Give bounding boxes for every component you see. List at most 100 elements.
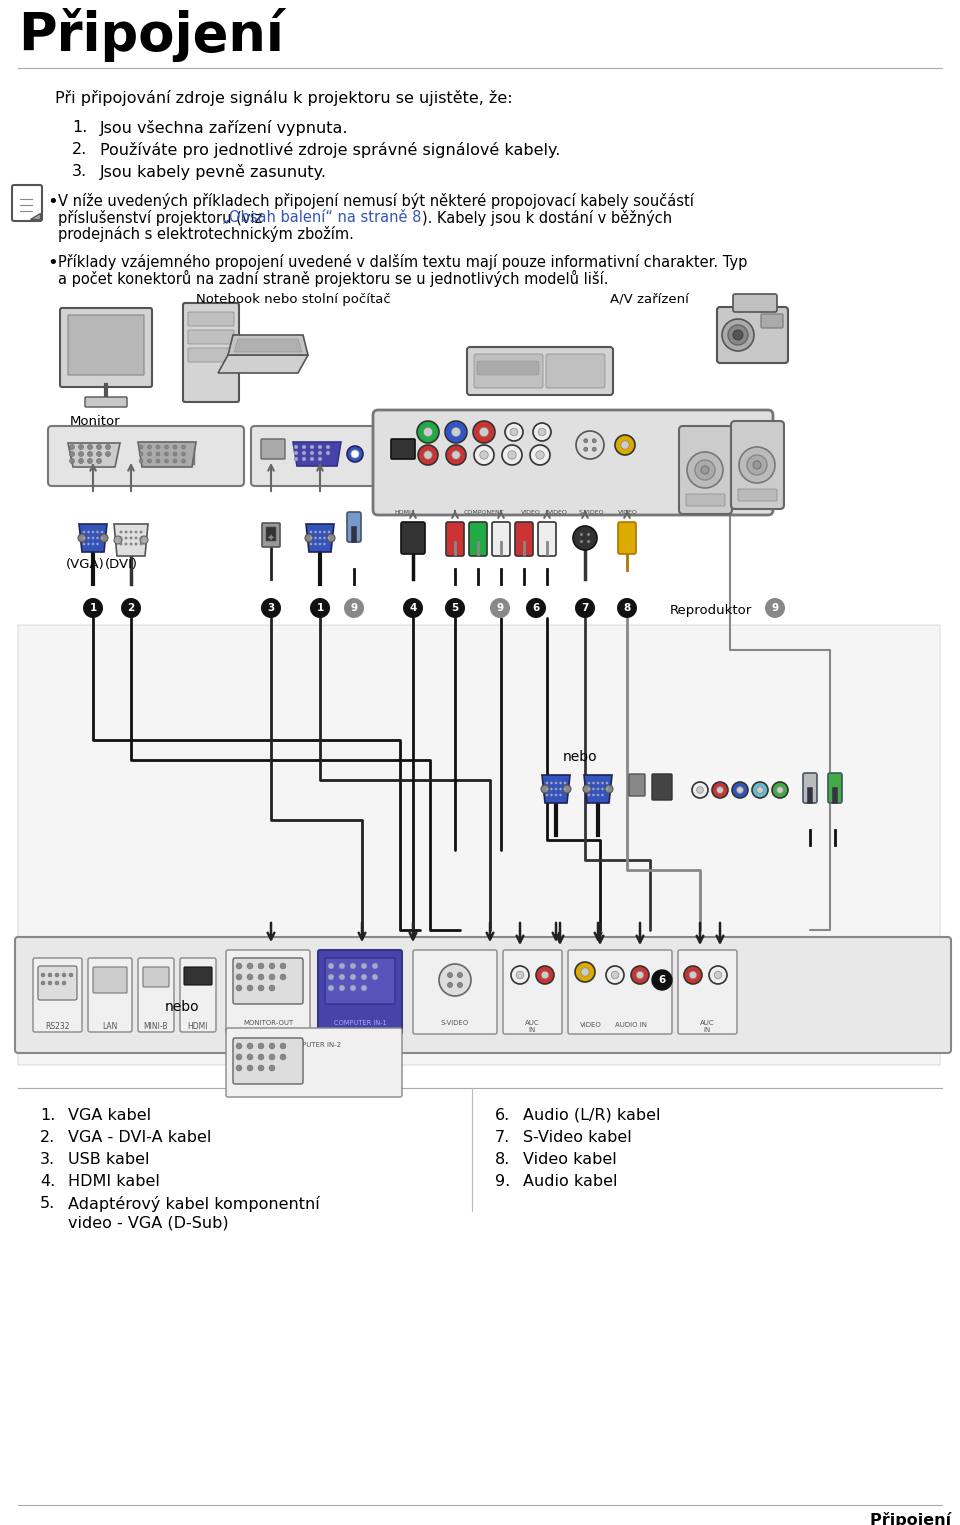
- Text: MINI-B: MINI-B: [144, 1022, 168, 1031]
- Circle shape: [294, 445, 298, 448]
- Circle shape: [280, 1043, 286, 1049]
- Circle shape: [451, 427, 461, 436]
- Circle shape: [125, 537, 127, 540]
- Text: video - VGA (D-Sub): video - VGA (D-Sub): [68, 1215, 228, 1231]
- Circle shape: [100, 534, 108, 541]
- Circle shape: [305, 534, 313, 541]
- Circle shape: [580, 540, 583, 543]
- Circle shape: [164, 451, 169, 456]
- Circle shape: [83, 531, 85, 534]
- Circle shape: [588, 782, 590, 784]
- Circle shape: [692, 782, 708, 798]
- Circle shape: [139, 451, 143, 456]
- FancyBboxPatch shape: [233, 958, 303, 1003]
- Polygon shape: [306, 525, 334, 552]
- Circle shape: [121, 598, 141, 618]
- Circle shape: [587, 540, 590, 543]
- FancyBboxPatch shape: [143, 967, 169, 987]
- Text: 4: 4: [409, 602, 417, 613]
- FancyBboxPatch shape: [318, 950, 402, 1034]
- Circle shape: [269, 974, 275, 981]
- FancyBboxPatch shape: [93, 967, 127, 993]
- FancyBboxPatch shape: [503, 950, 562, 1034]
- Text: Připojení   15: Připojení 15: [870, 1511, 960, 1525]
- Circle shape: [344, 598, 364, 618]
- Circle shape: [302, 451, 306, 454]
- Circle shape: [236, 1043, 242, 1049]
- Circle shape: [573, 526, 597, 551]
- FancyBboxPatch shape: [515, 522, 533, 557]
- Circle shape: [601, 788, 604, 790]
- Circle shape: [712, 782, 728, 798]
- Text: RS232: RS232: [45, 1022, 69, 1031]
- FancyBboxPatch shape: [138, 958, 174, 1032]
- FancyBboxPatch shape: [679, 425, 732, 514]
- Circle shape: [555, 788, 557, 790]
- Circle shape: [689, 971, 697, 979]
- Circle shape: [588, 788, 590, 790]
- Text: 1: 1: [89, 602, 97, 613]
- Circle shape: [588, 795, 590, 796]
- Circle shape: [41, 981, 45, 985]
- Circle shape: [575, 962, 595, 982]
- Text: 6: 6: [533, 602, 540, 613]
- Circle shape: [636, 971, 644, 979]
- Circle shape: [97, 459, 102, 464]
- Circle shape: [716, 787, 724, 793]
- Text: 6: 6: [659, 974, 665, 985]
- Circle shape: [181, 445, 185, 448]
- Text: V níže uvedených příkladech připojení nemusí být některé propojovací kabely souč: V níže uvedených příkladech připojení ne…: [58, 194, 694, 209]
- Circle shape: [139, 459, 143, 464]
- Polygon shape: [30, 214, 40, 220]
- Polygon shape: [79, 525, 107, 552]
- Circle shape: [575, 598, 595, 618]
- Polygon shape: [138, 442, 196, 467]
- Text: Adaptérový kabel komponentní: Adaptérový kabel komponentní: [68, 1196, 320, 1212]
- Circle shape: [445, 421, 467, 442]
- Circle shape: [87, 531, 89, 534]
- Circle shape: [125, 531, 127, 534]
- Text: 8.: 8.: [495, 1151, 511, 1167]
- Circle shape: [101, 537, 104, 540]
- FancyBboxPatch shape: [38, 965, 77, 1000]
- Text: „Obsah balení“ na straně 8: „Obsah balení“ na straně 8: [222, 210, 421, 226]
- Circle shape: [247, 985, 253, 991]
- Circle shape: [148, 451, 152, 456]
- Text: AUC
IN: AUC IN: [700, 1020, 714, 1032]
- Circle shape: [318, 451, 322, 454]
- FancyBboxPatch shape: [188, 313, 234, 326]
- Circle shape: [508, 451, 516, 459]
- Circle shape: [617, 598, 637, 618]
- Circle shape: [564, 782, 566, 784]
- Circle shape: [347, 445, 363, 462]
- Text: •: •: [47, 255, 58, 271]
- Polygon shape: [234, 339, 302, 352]
- Circle shape: [728, 325, 748, 345]
- Circle shape: [130, 531, 132, 534]
- Circle shape: [62, 981, 66, 985]
- Circle shape: [326, 451, 330, 454]
- Text: HDMI: HDMI: [395, 509, 412, 515]
- Circle shape: [339, 974, 345, 981]
- Circle shape: [560, 795, 562, 796]
- Circle shape: [597, 782, 599, 784]
- Circle shape: [236, 1054, 242, 1060]
- Circle shape: [652, 970, 672, 990]
- Circle shape: [324, 537, 325, 540]
- Circle shape: [328, 985, 334, 991]
- FancyBboxPatch shape: [652, 775, 672, 801]
- Text: 2.: 2.: [72, 142, 87, 157]
- Text: 2.: 2.: [40, 1130, 56, 1145]
- Circle shape: [592, 439, 596, 442]
- Text: Monitor: Monitor: [70, 415, 121, 429]
- Circle shape: [701, 467, 709, 474]
- FancyBboxPatch shape: [803, 773, 817, 804]
- Circle shape: [564, 788, 566, 790]
- Circle shape: [247, 1064, 253, 1071]
- FancyBboxPatch shape: [678, 950, 737, 1034]
- Circle shape: [526, 598, 546, 618]
- Circle shape: [772, 782, 788, 798]
- FancyBboxPatch shape: [68, 316, 144, 375]
- Circle shape: [597, 795, 599, 796]
- FancyBboxPatch shape: [261, 439, 285, 459]
